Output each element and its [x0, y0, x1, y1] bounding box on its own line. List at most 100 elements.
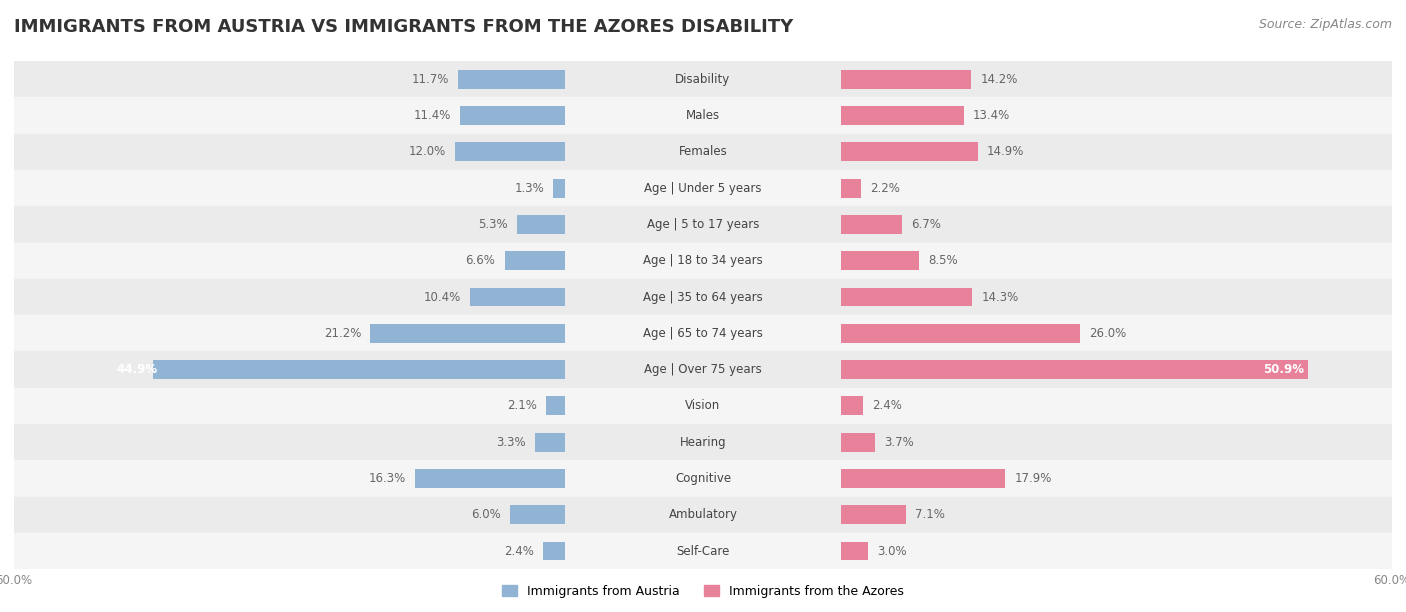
Text: 3.3%: 3.3%	[496, 436, 526, 449]
Bar	[841, 424, 1392, 460]
Text: Source: ZipAtlas.com: Source: ZipAtlas.com	[1258, 18, 1392, 31]
Text: Hearing: Hearing	[679, 436, 727, 449]
Bar	[841, 433, 875, 452]
Bar	[14, 279, 565, 315]
Bar	[14, 496, 565, 533]
Bar	[841, 496, 1392, 533]
Bar	[841, 469, 1005, 488]
Bar	[841, 315, 1392, 351]
Text: 14.2%: 14.2%	[980, 73, 1018, 86]
Bar	[534, 433, 565, 452]
Bar	[565, 206, 841, 242]
Bar	[841, 288, 972, 307]
Bar	[14, 351, 565, 388]
Text: Cognitive: Cognitive	[675, 472, 731, 485]
Bar	[565, 170, 841, 206]
Bar	[841, 460, 1392, 496]
Text: 50.9%: 50.9%	[1263, 363, 1303, 376]
Text: 14.9%: 14.9%	[987, 146, 1024, 159]
Text: 10.4%: 10.4%	[423, 291, 461, 304]
Bar	[565, 97, 841, 134]
Text: 2.4%: 2.4%	[872, 400, 901, 412]
Bar	[841, 388, 1392, 424]
Text: 2.1%: 2.1%	[506, 400, 537, 412]
Text: 6.6%: 6.6%	[465, 254, 495, 267]
Bar	[841, 397, 863, 416]
Bar	[14, 206, 565, 242]
Bar	[14, 242, 565, 279]
Text: 2.2%: 2.2%	[870, 182, 900, 195]
Bar	[841, 206, 1392, 242]
Bar	[554, 179, 565, 198]
Bar	[841, 143, 977, 162]
Bar	[456, 143, 565, 162]
Bar	[565, 61, 841, 97]
Bar	[841, 324, 1080, 343]
Text: 6.7%: 6.7%	[911, 218, 942, 231]
Text: 2.4%: 2.4%	[505, 545, 534, 558]
Legend: Immigrants from Austria, Immigrants from the Azores: Immigrants from Austria, Immigrants from…	[496, 580, 910, 603]
Bar	[841, 70, 972, 89]
Text: Vision: Vision	[685, 400, 721, 412]
Bar	[14, 315, 565, 351]
Bar	[841, 542, 869, 561]
Text: Age | Over 75 years: Age | Over 75 years	[644, 363, 762, 376]
Bar	[841, 279, 1392, 315]
Text: Age | Under 5 years: Age | Under 5 years	[644, 182, 762, 195]
Text: Disability: Disability	[675, 73, 731, 86]
Bar	[461, 106, 565, 125]
Bar	[543, 542, 565, 561]
Bar	[153, 360, 565, 379]
Bar	[510, 506, 565, 524]
Bar	[565, 533, 841, 569]
Bar	[841, 106, 965, 125]
Text: 3.7%: 3.7%	[884, 436, 914, 449]
Text: 21.2%: 21.2%	[323, 327, 361, 340]
Bar	[14, 61, 565, 97]
Bar	[841, 215, 903, 234]
Text: 1.3%: 1.3%	[515, 182, 544, 195]
Bar	[458, 70, 565, 89]
Bar	[841, 179, 860, 198]
Bar	[841, 170, 1392, 206]
Text: Self-Care: Self-Care	[676, 545, 730, 558]
Text: Age | 35 to 64 years: Age | 35 to 64 years	[643, 291, 763, 304]
Bar	[565, 134, 841, 170]
Text: 3.0%: 3.0%	[877, 545, 907, 558]
Bar	[14, 388, 565, 424]
Bar	[14, 97, 565, 134]
Bar	[14, 134, 565, 170]
Text: 11.4%: 11.4%	[413, 109, 451, 122]
Bar	[565, 388, 841, 424]
Bar	[841, 97, 1392, 134]
Text: 13.4%: 13.4%	[973, 109, 1011, 122]
Text: 6.0%: 6.0%	[471, 508, 501, 521]
Bar	[516, 215, 565, 234]
Bar	[565, 460, 841, 496]
Bar	[565, 496, 841, 533]
Bar	[470, 288, 565, 307]
Text: Age | 65 to 74 years: Age | 65 to 74 years	[643, 327, 763, 340]
Bar	[14, 460, 565, 496]
Text: 16.3%: 16.3%	[368, 472, 406, 485]
Bar	[841, 242, 1392, 279]
Bar	[370, 324, 565, 343]
Text: 12.0%: 12.0%	[409, 146, 446, 159]
Text: 7.1%: 7.1%	[915, 508, 945, 521]
Bar	[565, 242, 841, 279]
Text: 26.0%: 26.0%	[1088, 327, 1126, 340]
Text: Females: Females	[679, 146, 727, 159]
Text: Ambulatory: Ambulatory	[668, 508, 738, 521]
Bar	[841, 351, 1392, 388]
Text: 17.9%: 17.9%	[1014, 472, 1052, 485]
Text: 11.7%: 11.7%	[411, 73, 449, 86]
Bar	[841, 252, 920, 270]
Bar	[565, 424, 841, 460]
Text: IMMIGRANTS FROM AUSTRIA VS IMMIGRANTS FROM THE AZORES DISABILITY: IMMIGRANTS FROM AUSTRIA VS IMMIGRANTS FR…	[14, 18, 793, 36]
Text: 5.3%: 5.3%	[478, 218, 508, 231]
Text: Age | 18 to 34 years: Age | 18 to 34 years	[643, 254, 763, 267]
Bar	[841, 360, 1309, 379]
Text: 44.9%: 44.9%	[117, 363, 157, 376]
Bar	[841, 533, 1392, 569]
Bar	[841, 506, 905, 524]
